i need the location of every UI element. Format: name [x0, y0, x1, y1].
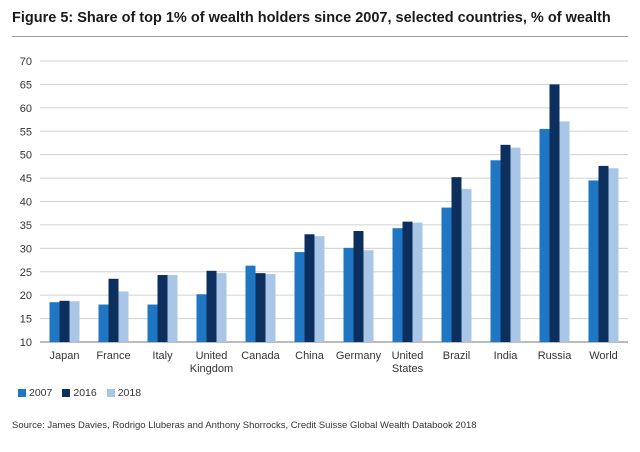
x-tick-label-line: States: [392, 363, 424, 375]
x-tick-label-germany: Germany: [336, 350, 382, 362]
bar-italy-2018: [167, 275, 178, 342]
x-tick-label-russia: Russia: [538, 350, 573, 362]
y-tick-label-55: 55: [20, 126, 32, 138]
bar-france-2007: [98, 304, 109, 342]
bar-united-states-2007: [392, 228, 403, 342]
legend-item-2007: 2007: [18, 387, 52, 399]
bar-brazil-2018: [461, 188, 472, 342]
bar-china-2016: [304, 234, 315, 342]
x-tick-label-line: Kingdom: [190, 363, 233, 375]
legend-item-2016: 2016: [62, 387, 97, 399]
y-tick-label-65: 65: [20, 79, 32, 91]
x-tick-label-line: Russia: [538, 350, 573, 362]
bar-italy-2016: [157, 275, 168, 342]
bar-russia-2016: [549, 84, 560, 342]
x-tick-label-united-kingdom: United Kingdom: [190, 350, 233, 375]
x-tick-label-line: Canada: [241, 350, 280, 362]
y-tick-label-40: 40: [20, 197, 32, 209]
bar-russia-2018: [559, 121, 570, 342]
bar-canada-2007: [245, 265, 256, 342]
bar-france-2016: [108, 278, 119, 342]
x-tick-label-line: United: [196, 350, 228, 362]
x-tick-label-italy: Italy: [152, 350, 173, 362]
legend-item-2018: 2018: [106, 387, 142, 399]
x-tick-label-line: France: [96, 350, 130, 362]
legend-label-2018: 2018: [117, 387, 142, 399]
x-tick-label-line: India: [494, 350, 519, 362]
bar-india-2007: [490, 160, 501, 342]
x-tick-label-united-states: United States: [392, 350, 424, 375]
legend-swatch-2018: [106, 389, 115, 397]
bar-italy-2007: [147, 304, 158, 342]
bar-united-kingdom-2018: [216, 273, 227, 342]
bar-united-kingdom-2007: [196, 294, 207, 342]
x-tick-label-india: India: [494, 350, 519, 362]
y-tick-label-45: 45: [20, 173, 32, 185]
y-tick-label-10: 10: [20, 337, 32, 349]
x-tick-label-line: Brazil: [443, 350, 471, 362]
x-tick-label-china: China: [295, 350, 325, 362]
bar-brazil-2007: [441, 207, 452, 342]
y-tick-label-20: 20: [20, 290, 32, 302]
x-tick-label-brazil: Brazil: [443, 350, 471, 362]
y-tick-label-25: 25: [20, 267, 32, 279]
bar-united-states-2018: [412, 222, 423, 342]
legend-swatch-2016: [62, 389, 71, 397]
legend: 2007 2016 2018: [18, 387, 141, 399]
bar-japan-2007: [49, 302, 60, 342]
y-axis: 10 15 20 25 30 35 40 45 50 55 60 65 70: [20, 56, 32, 349]
bar-united-states-2016: [402, 221, 413, 342]
source-note: Source: James Davies, Rodrigo Lluberas a…: [12, 420, 477, 431]
bar-germany-2018: [363, 250, 374, 342]
bar-japan-2018: [69, 301, 80, 342]
bar-united-kingdom-2016: [206, 270, 217, 342]
bar-india-2018: [510, 147, 521, 342]
x-tick-label-japan: Japan: [50, 350, 80, 362]
bar-china-2018: [314, 236, 325, 342]
bar-france-2018: [118, 291, 129, 342]
x-tick-label-world: World: [589, 350, 618, 362]
bar-germany-2007: [343, 247, 354, 342]
bar-japan-2016: [59, 300, 70, 342]
legend-label-2007: 2007: [29, 387, 53, 399]
bar-canada-2018: [265, 274, 276, 342]
bar-germany-2016: [353, 231, 364, 342]
chart-title: Figure 5: Share of top 1% of wealth hold…: [12, 10, 611, 26]
bar-india-2016: [500, 144, 511, 342]
y-tick-label-50: 50: [20, 150, 32, 162]
x-tick-label-line: Japan: [50, 350, 80, 362]
x-tick-label-france: France: [96, 350, 130, 362]
bar-russia-2007: [539, 128, 550, 342]
y-tick-label-30: 30: [20, 243, 32, 255]
bar-china-2007: [294, 252, 305, 342]
y-tick-label-70: 70: [20, 56, 32, 68]
x-tick-label-line: China: [295, 350, 325, 362]
bar-world-2007: [588, 180, 599, 342]
bar-chart: 10 15 20 25 30 35 40 45 50 55 60 65 70 Japan France It…: [20, 56, 628, 375]
legend-label-2016: 2016: [73, 387, 97, 399]
x-tick-label-line: Italy: [152, 350, 173, 362]
y-tick-label-35: 35: [20, 220, 32, 232]
bar-world-2016: [598, 165, 609, 342]
y-tick-label-60: 60: [20, 103, 32, 115]
x-tick-label-line: Germany: [336, 350, 382, 362]
x-tick-label-line: World: [589, 350, 618, 362]
y-tick-label-15: 15: [20, 314, 32, 326]
gridlines: [40, 60, 628, 343]
x-tick-label-line: United: [392, 350, 424, 362]
x-tick-label-canada: Canada: [241, 350, 280, 362]
title-divider: [12, 36, 628, 37]
legend-swatch-2007: [18, 389, 26, 397]
bar-world-2018: [608, 168, 619, 342]
bar-brazil-2016: [451, 177, 462, 342]
bar-canada-2016: [255, 273, 266, 342]
bars: [49, 84, 619, 342]
